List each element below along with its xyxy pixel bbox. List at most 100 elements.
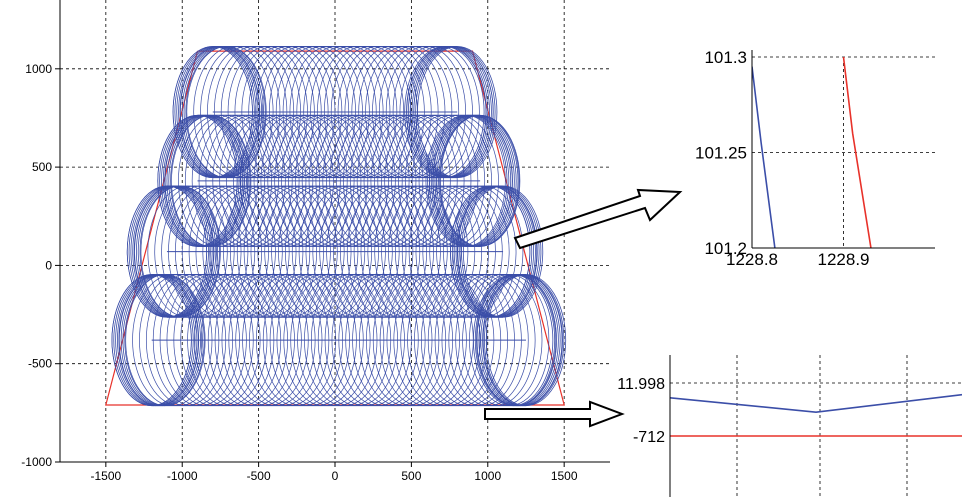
main-x-tick-label: 1000 bbox=[474, 469, 501, 483]
tool-path-circle bbox=[219, 114, 300, 247]
tool-path-circle bbox=[132, 274, 213, 407]
callout-arrows bbox=[484, 188, 683, 428]
main-x-tick-label: -1500 bbox=[90, 469, 121, 483]
tool-path-circle bbox=[365, 274, 447, 407]
tool-path-circle bbox=[139, 185, 220, 318]
main-y-tick-label: 0 bbox=[45, 258, 52, 272]
main-grid bbox=[60, 0, 610, 463]
tool-path-circle bbox=[147, 185, 228, 318]
tool-path-circle bbox=[202, 185, 283, 318]
tool-path-circle bbox=[228, 274, 309, 407]
tool-path-circle bbox=[267, 114, 348, 247]
tool-path-circle bbox=[312, 185, 393, 318]
tool-path-circle bbox=[473, 274, 554, 407]
tool-path-circle bbox=[427, 274, 508, 407]
tool-path-circle bbox=[455, 274, 536, 407]
tool-path-circle bbox=[367, 185, 448, 318]
zoom-bottom-grid bbox=[670, 355, 962, 497]
tool-path-circle bbox=[333, 185, 414, 318]
tool-path-circle bbox=[317, 274, 398, 407]
tool-path-circle bbox=[180, 274, 261, 407]
main-y-tick-label: 500 bbox=[32, 160, 52, 174]
tool-path-circle bbox=[441, 274, 522, 407]
tool-path-circle bbox=[209, 185, 290, 318]
tool-path-circle bbox=[198, 114, 279, 247]
tool-path-circle bbox=[434, 274, 515, 407]
main-y-ticks: 1000 500 0 -500 -1000 bbox=[21, 62, 60, 469]
tool-path-circle bbox=[187, 274, 268, 407]
main-plot: -1500 -1000 -500 0 500 1000 1500 10005000-500-… bbox=[21, 0, 610, 483]
tool-path-circle bbox=[418, 114, 499, 247]
tool-path-circle bbox=[181, 185, 263, 318]
tool-path-circle bbox=[450, 185, 531, 318]
tool-path-circle bbox=[236, 185, 318, 318]
tool-path-circle bbox=[159, 274, 240, 407]
tool-path-circle bbox=[363, 114, 444, 247]
tool-path-circle bbox=[429, 185, 510, 318]
zoom-bottom-y-tick-label: -712 bbox=[633, 429, 665, 446]
tool-path-circle bbox=[223, 185, 304, 318]
tool-path-circle bbox=[319, 185, 400, 318]
tool-path-circle bbox=[168, 185, 249, 318]
tool-path-circle bbox=[388, 185, 469, 318]
tool-path-circle bbox=[191, 114, 272, 247]
tool-path-circle bbox=[404, 46, 485, 179]
zoom-bottom-y-tick-label: 11.998 bbox=[617, 376, 665, 393]
tool-path-circle bbox=[255, 274, 337, 407]
tool-path-circle bbox=[400, 274, 481, 407]
tool-path-circle bbox=[178, 114, 259, 247]
tool-path-circle bbox=[360, 185, 441, 318]
tool-path-circle bbox=[394, 185, 476, 318]
tool-path-circle bbox=[322, 114, 403, 247]
tool-path-circle bbox=[427, 114, 508, 247]
callout-arrow-top bbox=[513, 188, 683, 250]
tool-path-circle bbox=[436, 185, 517, 318]
tool-path-circle bbox=[284, 185, 366, 318]
tool-path-circle bbox=[200, 274, 282, 407]
tool-path-circle bbox=[415, 185, 496, 318]
tool-path-circle bbox=[124, 274, 205, 407]
tool-path-circle bbox=[408, 185, 489, 318]
tool-path-circle bbox=[205, 114, 286, 247]
tool-path-circle bbox=[407, 274, 488, 407]
tool-path-circle bbox=[331, 274, 412, 407]
tool-path-circle bbox=[253, 114, 334, 247]
tool-path-circle bbox=[242, 274, 323, 407]
tool-path-circle bbox=[235, 274, 316, 407]
tool-path-circle bbox=[269, 274, 350, 407]
tool-path-circle bbox=[262, 274, 343, 407]
tool-path-circle bbox=[214, 274, 295, 407]
zoom-top-data bbox=[752, 56, 872, 249]
tool-path-circle bbox=[207, 274, 288, 407]
main-data bbox=[105, 45, 567, 407]
zoom-top-series-line bbox=[752, 66, 776, 249]
tool-path-circle bbox=[290, 274, 371, 407]
tool-path-circle bbox=[250, 185, 331, 318]
zoom-bottom-series-line bbox=[670, 393, 962, 413]
tool-path-circle bbox=[353, 185, 434, 318]
tool-path-circle bbox=[411, 114, 492, 247]
tool-path-circle bbox=[281, 114, 362, 247]
tool-path-circle bbox=[145, 274, 227, 407]
tool-path-circle bbox=[391, 114, 472, 247]
tool-path-circle bbox=[274, 114, 355, 247]
tool-path-circle bbox=[298, 185, 379, 318]
tool-path-circle bbox=[173, 274, 254, 407]
main-y-tick-label: -500 bbox=[28, 357, 52, 371]
tool-path-circle bbox=[297, 274, 378, 407]
tool-path-circle bbox=[352, 274, 433, 407]
tool-path-circle bbox=[166, 274, 247, 407]
zoom-top-x-tick-label: 1228.9 bbox=[818, 250, 870, 269]
tool-path-circle bbox=[345, 274, 426, 407]
tool-path-circle bbox=[264, 185, 345, 318]
tool-path-circle bbox=[161, 185, 242, 318]
tool-path-circle bbox=[188, 185, 269, 318]
tool-path-circle bbox=[422, 185, 503, 318]
tool-path-circle bbox=[239, 114, 321, 247]
tool-path-circle bbox=[216, 185, 297, 318]
tool-path-circle bbox=[291, 185, 373, 318]
tool-path-circle bbox=[139, 274, 220, 407]
tool-path-circle bbox=[310, 274, 392, 407]
